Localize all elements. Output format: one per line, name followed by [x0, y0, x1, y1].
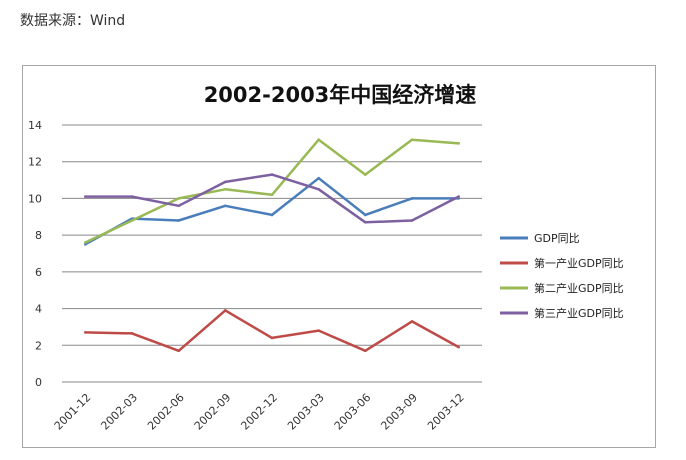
data-point [130, 332, 134, 335]
x-tick-label: 2002-12 [238, 391, 280, 433]
data-point [177, 219, 180, 222]
data-point [270, 213, 274, 217]
legend-label: GDP同比 [534, 232, 580, 245]
data-point [410, 197, 414, 200]
data-point [457, 195, 460, 198]
series-lines [84, 138, 460, 353]
y-tick-label: 0 [35, 376, 42, 389]
x-tick-labels: 2001-12 2002-03 2002-06 2002-09 2002-12 2003-… [52, 391, 467, 433]
data-source-note: 数据来源：Wind [20, 13, 126, 29]
data-point [224, 180, 227, 184]
x-tick-label: 2003-09 [378, 391, 420, 433]
y-tick-label: 8 [35, 229, 42, 242]
data-point [270, 193, 274, 197]
data-point [317, 329, 320, 332]
data-point [130, 219, 134, 222]
y-tick-label: 6 [35, 266, 42, 279]
data-point [457, 142, 460, 145]
legend-label: 第一产业GDP同比 [534, 256, 624, 270]
data-point [410, 320, 414, 323]
chart-title: 2002-2003年中国经济增速 [204, 83, 477, 107]
data-point [130, 195, 134, 198]
data-point [364, 349, 367, 353]
data-point [457, 345, 460, 349]
data-point [270, 336, 274, 340]
legend-label: 第二产业GDP同比 [534, 281, 624, 295]
data-point [84, 241, 87, 244]
data-point [224, 187, 227, 191]
data-point [177, 197, 180, 200]
chart-frame [22, 65, 656, 448]
data-point [84, 243, 87, 246]
data-point [177, 204, 180, 208]
data-point [364, 220, 367, 224]
x-tick-label: 2003-12 [425, 391, 467, 433]
series-line-3 [84, 138, 459, 244]
data-point [317, 187, 320, 191]
y-tick-label: 2 [35, 339, 42, 352]
series-line-1 [84, 176, 459, 246]
grid-lines [62, 124, 482, 383]
data-point [224, 309, 227, 312]
y-tick-label: 10 [28, 192, 42, 205]
x-tick-label: 2001-12 [52, 391, 94, 433]
data-point [177, 349, 180, 353]
y-tick-label: 14 [28, 119, 42, 132]
data-point [317, 176, 320, 180]
x-tick-label: 2002-09 [192, 391, 234, 433]
data-point [364, 213, 367, 217]
data-point [410, 138, 414, 141]
data-point [224, 204, 227, 208]
x-tick-label: 2002-03 [98, 391, 140, 433]
data-point [84, 331, 87, 334]
data-point [84, 195, 87, 198]
data-point [270, 173, 274, 176]
data-point [364, 173, 367, 176]
data-point [410, 219, 414, 222]
legend-label: 第三产业GDP同比 [534, 306, 624, 320]
series-line-2 [85, 309, 460, 353]
y-tick-labels: 0 2 4 6 8 10 12 14 [28, 119, 42, 389]
x-tick-label: 2003-03 [285, 391, 327, 433]
data-point [317, 138, 320, 141]
x-tick-label: 2002-06 [145, 391, 187, 433]
y-tick-label: 4 [35, 303, 42, 316]
y-tick-label: 12 [28, 156, 42, 169]
x-tick-label: 2003-06 [332, 391, 374, 433]
